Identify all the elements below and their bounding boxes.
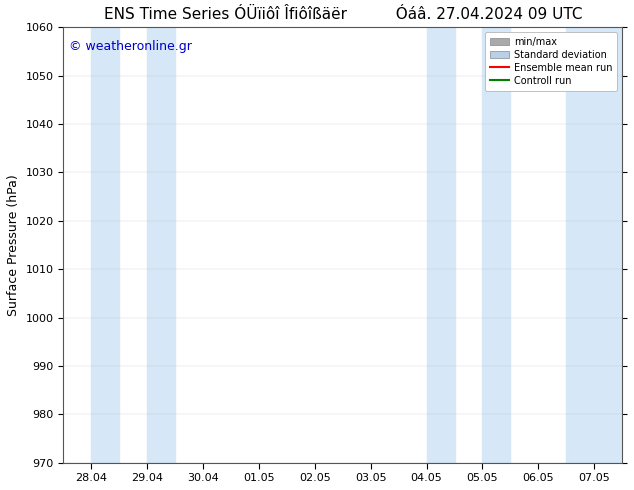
Y-axis label: Surface Pressure (hPa): Surface Pressure (hPa) xyxy=(7,174,20,316)
Bar xyxy=(482,27,510,463)
Text: © weatheronline.gr: © weatheronline.gr xyxy=(69,40,192,53)
Title: ENS Time Series ÓÜïiôî Îfiôîßäër          Óáâ. 27.04.2024 09 UTC: ENS Time Series ÓÜïiôî Îfiôîßäër Óáâ. 27… xyxy=(103,7,582,22)
Legend: min/max, Standard deviation, Ensemble mean run, Controll run: min/max, Standard deviation, Ensemble me… xyxy=(485,32,618,91)
Bar xyxy=(91,27,119,463)
Bar xyxy=(147,27,175,463)
Bar xyxy=(566,27,622,463)
Bar xyxy=(427,27,455,463)
